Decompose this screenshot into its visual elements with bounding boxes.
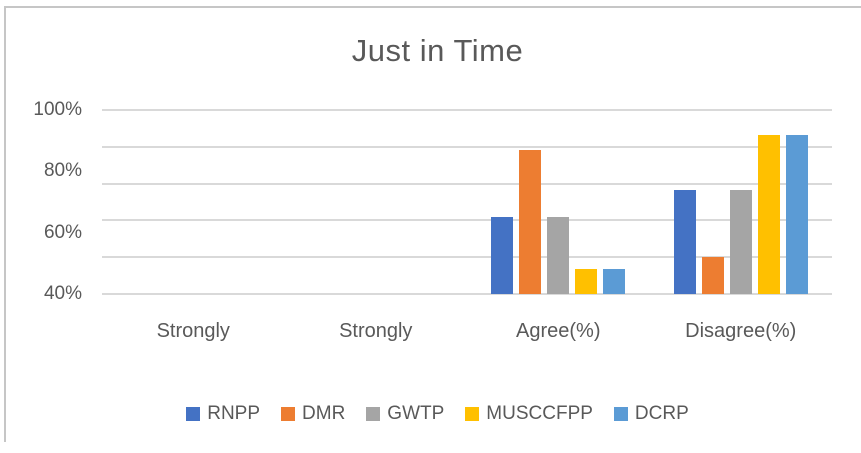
legend-label: DCRP — [634, 403, 689, 424]
bar-series-layer — [102, 110, 832, 294]
bar-dmr — [701, 257, 724, 294]
x-axis-label: Disagree(%) — [685, 320, 797, 342]
x-axis-label: Strongly — [156, 320, 230, 342]
legend-swatch-icon — [281, 407, 296, 421]
legend-item-rnpp: RNPP — [186, 403, 260, 425]
gridline — [102, 293, 832, 295]
legend-label: DMR — [302, 403, 346, 424]
gridline — [102, 256, 832, 259]
gridline — [102, 145, 832, 148]
legend-swatch-icon — [366, 407, 381, 421]
bar-rnpp — [491, 217, 514, 294]
gridline — [102, 109, 832, 111]
bar-gwtp — [729, 189, 752, 294]
y-axis-label: 100% — [33, 99, 82, 120]
bar-musccfpp — [575, 269, 598, 294]
legend-item-gwtp: GWTP — [366, 403, 444, 425]
legend-label: GWTP — [387, 403, 445, 424]
bar-dmr — [519, 149, 542, 294]
plot-area — [102, 109, 832, 295]
chart-legend: RNPP DMR GWTP MUSCCFPP DCRP — [0, 403, 861, 425]
chart-title: Just in Time — [351, 33, 524, 68]
legend-swatch-icon — [465, 407, 480, 421]
legend-label: RNPP — [207, 403, 261, 424]
picture-border-left — [4, 6, 6, 442]
bar-group — [467, 110, 650, 294]
legend-item-dmr: DMR — [281, 403, 345, 425]
picture-border-top — [4, 6, 861, 8]
gridline — [102, 182, 832, 185]
gridline — [102, 219, 832, 222]
x-axis-label: Agree(%) — [516, 320, 601, 342]
bar-musccfpp — [757, 134, 780, 294]
legend-swatch-icon — [613, 407, 628, 421]
bar-group — [102, 110, 285, 294]
legend-swatch-icon — [186, 407, 201, 421]
bar-rnpp — [673, 189, 696, 294]
y-axis-label: 60% — [43, 221, 82, 243]
bar-group — [285, 110, 468, 294]
bar-dcrp — [785, 134, 808, 294]
y-axis: 100% 80% 60% 40% — [0, 99, 82, 304]
x-axis-label: Strongly — [339, 320, 413, 342]
bar-group — [650, 110, 833, 294]
legend-label: MUSCCFPP — [486, 403, 593, 424]
bar-dcrp — [603, 269, 626, 294]
legend-item-musccfpp: MUSCCFPP — [465, 403, 593, 425]
y-axis-label: 80% — [43, 160, 82, 182]
x-axis: Strongly Strongly Agree(%) Disagree(%) — [102, 320, 832, 343]
bar-gwtp — [547, 217, 570, 294]
y-axis-label: 40% — [43, 283, 82, 304]
legend-item-dcrp: DCRP — [613, 403, 689, 425]
